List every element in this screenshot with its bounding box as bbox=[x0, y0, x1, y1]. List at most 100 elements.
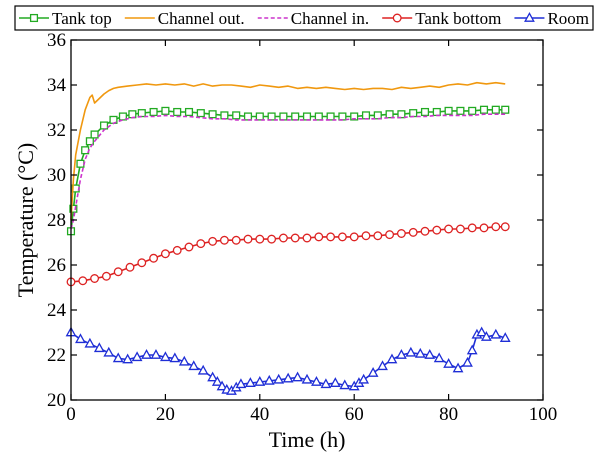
series-room bbox=[65, 326, 511, 395]
series-line-channel-in bbox=[70, 113, 506, 230]
point-tank-bottom-26 bbox=[373, 231, 383, 241]
point-tank-bottom-7 bbox=[149, 253, 159, 263]
point-room-14 bbox=[197, 364, 209, 375]
point-tank-top-25 bbox=[302, 112, 312, 121]
point-tank-bottom-2 bbox=[90, 274, 100, 283]
point-tank-top-35 bbox=[420, 107, 430, 117]
point-tank-bottom-15 bbox=[243, 234, 253, 244]
point-tank-bottom-22 bbox=[326, 232, 336, 242]
point-tank-bottom-16 bbox=[255, 234, 265, 244]
y-tick-label-1: 22 bbox=[47, 345, 66, 366]
point-room-45 bbox=[452, 362, 464, 373]
point-tank-bottom-9 bbox=[172, 245, 182, 255]
point-tank-top-1 bbox=[69, 204, 78, 213]
series-layer bbox=[65, 81, 511, 395]
point-room-42 bbox=[424, 349, 436, 359]
point-tank-top-9 bbox=[118, 112, 127, 121]
point-tank-top-22 bbox=[267, 112, 276, 121]
point-tank-top-20 bbox=[243, 112, 253, 121]
point-tank-bottom-17 bbox=[267, 234, 277, 244]
point-tank-bottom-1 bbox=[78, 276, 88, 286]
point-room-26 bbox=[282, 372, 294, 383]
point-tank-bottom-24 bbox=[349, 232, 359, 242]
y-tick-label-3: 26 bbox=[47, 255, 66, 276]
point-tank-bottom-30 bbox=[420, 226, 430, 236]
point-room-41 bbox=[414, 347, 426, 358]
x-tick-label-0: 0 bbox=[66, 404, 76, 425]
point-room-12 bbox=[178, 355, 190, 366]
point-tank-bottom-27 bbox=[385, 230, 395, 240]
legend-label-channel-in: Channel in. bbox=[291, 9, 369, 28]
point-tank-top-24 bbox=[291, 112, 300, 121]
point-room-25 bbox=[273, 373, 285, 384]
point-room-29 bbox=[311, 376, 322, 386]
point-tank-bottom-34 bbox=[467, 223, 477, 233]
point-tank-bottom-25 bbox=[361, 231, 371, 241]
point-tank-bottom-11 bbox=[196, 239, 206, 249]
point-room-10 bbox=[159, 351, 171, 362]
point-room-2 bbox=[84, 337, 96, 348]
point-tank-top-36 bbox=[432, 107, 441, 117]
point-tank-top-34 bbox=[409, 109, 418, 118]
legend-label-tank-bottom: Tank bottom bbox=[415, 9, 501, 28]
point-room-17 bbox=[216, 380, 228, 391]
legend-entry-channel-in: Channel in. bbox=[257, 9, 369, 28]
point-tank-top-40 bbox=[479, 105, 489, 114]
point-tank-top-3 bbox=[76, 159, 85, 168]
point-tank-top-42 bbox=[501, 105, 510, 114]
point-tank-bottom-33 bbox=[455, 224, 465, 234]
point-room-35 bbox=[358, 373, 370, 384]
point-room-31 bbox=[329, 377, 341, 387]
legend-label-tank-top: Tank top bbox=[52, 9, 112, 28]
y-tick-label-0: 20 bbox=[47, 390, 66, 411]
point-tank-bottom-12 bbox=[208, 236, 218, 246]
series-tank-bottom bbox=[66, 222, 510, 287]
point-tank-top-16 bbox=[196, 109, 205, 118]
point-room-6 bbox=[122, 353, 134, 364]
point-room-7 bbox=[131, 351, 143, 362]
y-tick-label-5: 30 bbox=[47, 165, 66, 186]
legend-entry-tank-top: Tank top bbox=[19, 9, 112, 28]
point-tank-top-14 bbox=[173, 107, 182, 117]
point-room-13 bbox=[188, 360, 200, 371]
x-tick-label-4: 80 bbox=[439, 404, 458, 425]
point-tank-bottom-35 bbox=[479, 223, 489, 233]
point-room-15 bbox=[207, 371, 219, 382]
point-tank-top-21 bbox=[255, 112, 264, 121]
point-room-24 bbox=[263, 374, 275, 385]
legend-entry-tank-bottom: Tank bottom bbox=[382, 9, 501, 28]
point-room-3 bbox=[93, 342, 105, 353]
legend-marker-tank-bottom bbox=[392, 13, 402, 23]
point-tank-top-41 bbox=[491, 105, 500, 114]
point-tank-top-23 bbox=[279, 112, 288, 121]
x-tick-label-1: 20 bbox=[156, 404, 175, 425]
legend-label-channel-out: Channel out. bbox=[158, 9, 245, 28]
point-tank-bottom-5 bbox=[125, 262, 135, 272]
point-tank-top-29 bbox=[350, 112, 359, 121]
series-line-channel-out bbox=[70, 81, 506, 221]
point-room-9 bbox=[150, 349, 162, 359]
point-tank-bottom-18 bbox=[278, 233, 288, 243]
point-room-47 bbox=[466, 344, 478, 355]
point-tank-top-12 bbox=[149, 107, 158, 117]
point-tank-top-13 bbox=[161, 106, 170, 115]
point-tank-top-27 bbox=[326, 112, 335, 121]
point-room-21 bbox=[235, 378, 247, 389]
series-line-tank-top bbox=[70, 109, 506, 232]
point-room-28 bbox=[301, 373, 313, 384]
point-tank-bottom-10 bbox=[184, 242, 194, 252]
point-room-50 bbox=[480, 331, 492, 341]
x-axis-title: Time (h) bbox=[269, 427, 346, 452]
x-tick-label-3: 60 bbox=[345, 404, 364, 425]
point-room-22 bbox=[244, 377, 256, 387]
y-tick-label-6: 32 bbox=[47, 120, 66, 141]
point-room-11 bbox=[169, 352, 181, 363]
point-tank-top-39 bbox=[468, 106, 477, 115]
legend-entry-room: Room bbox=[514, 9, 589, 28]
point-tank-top-28 bbox=[338, 112, 347, 121]
point-tank-bottom-19 bbox=[290, 233, 300, 243]
point-tank-bottom-23 bbox=[337, 232, 347, 242]
point-tank-top-30 bbox=[361, 111, 371, 120]
